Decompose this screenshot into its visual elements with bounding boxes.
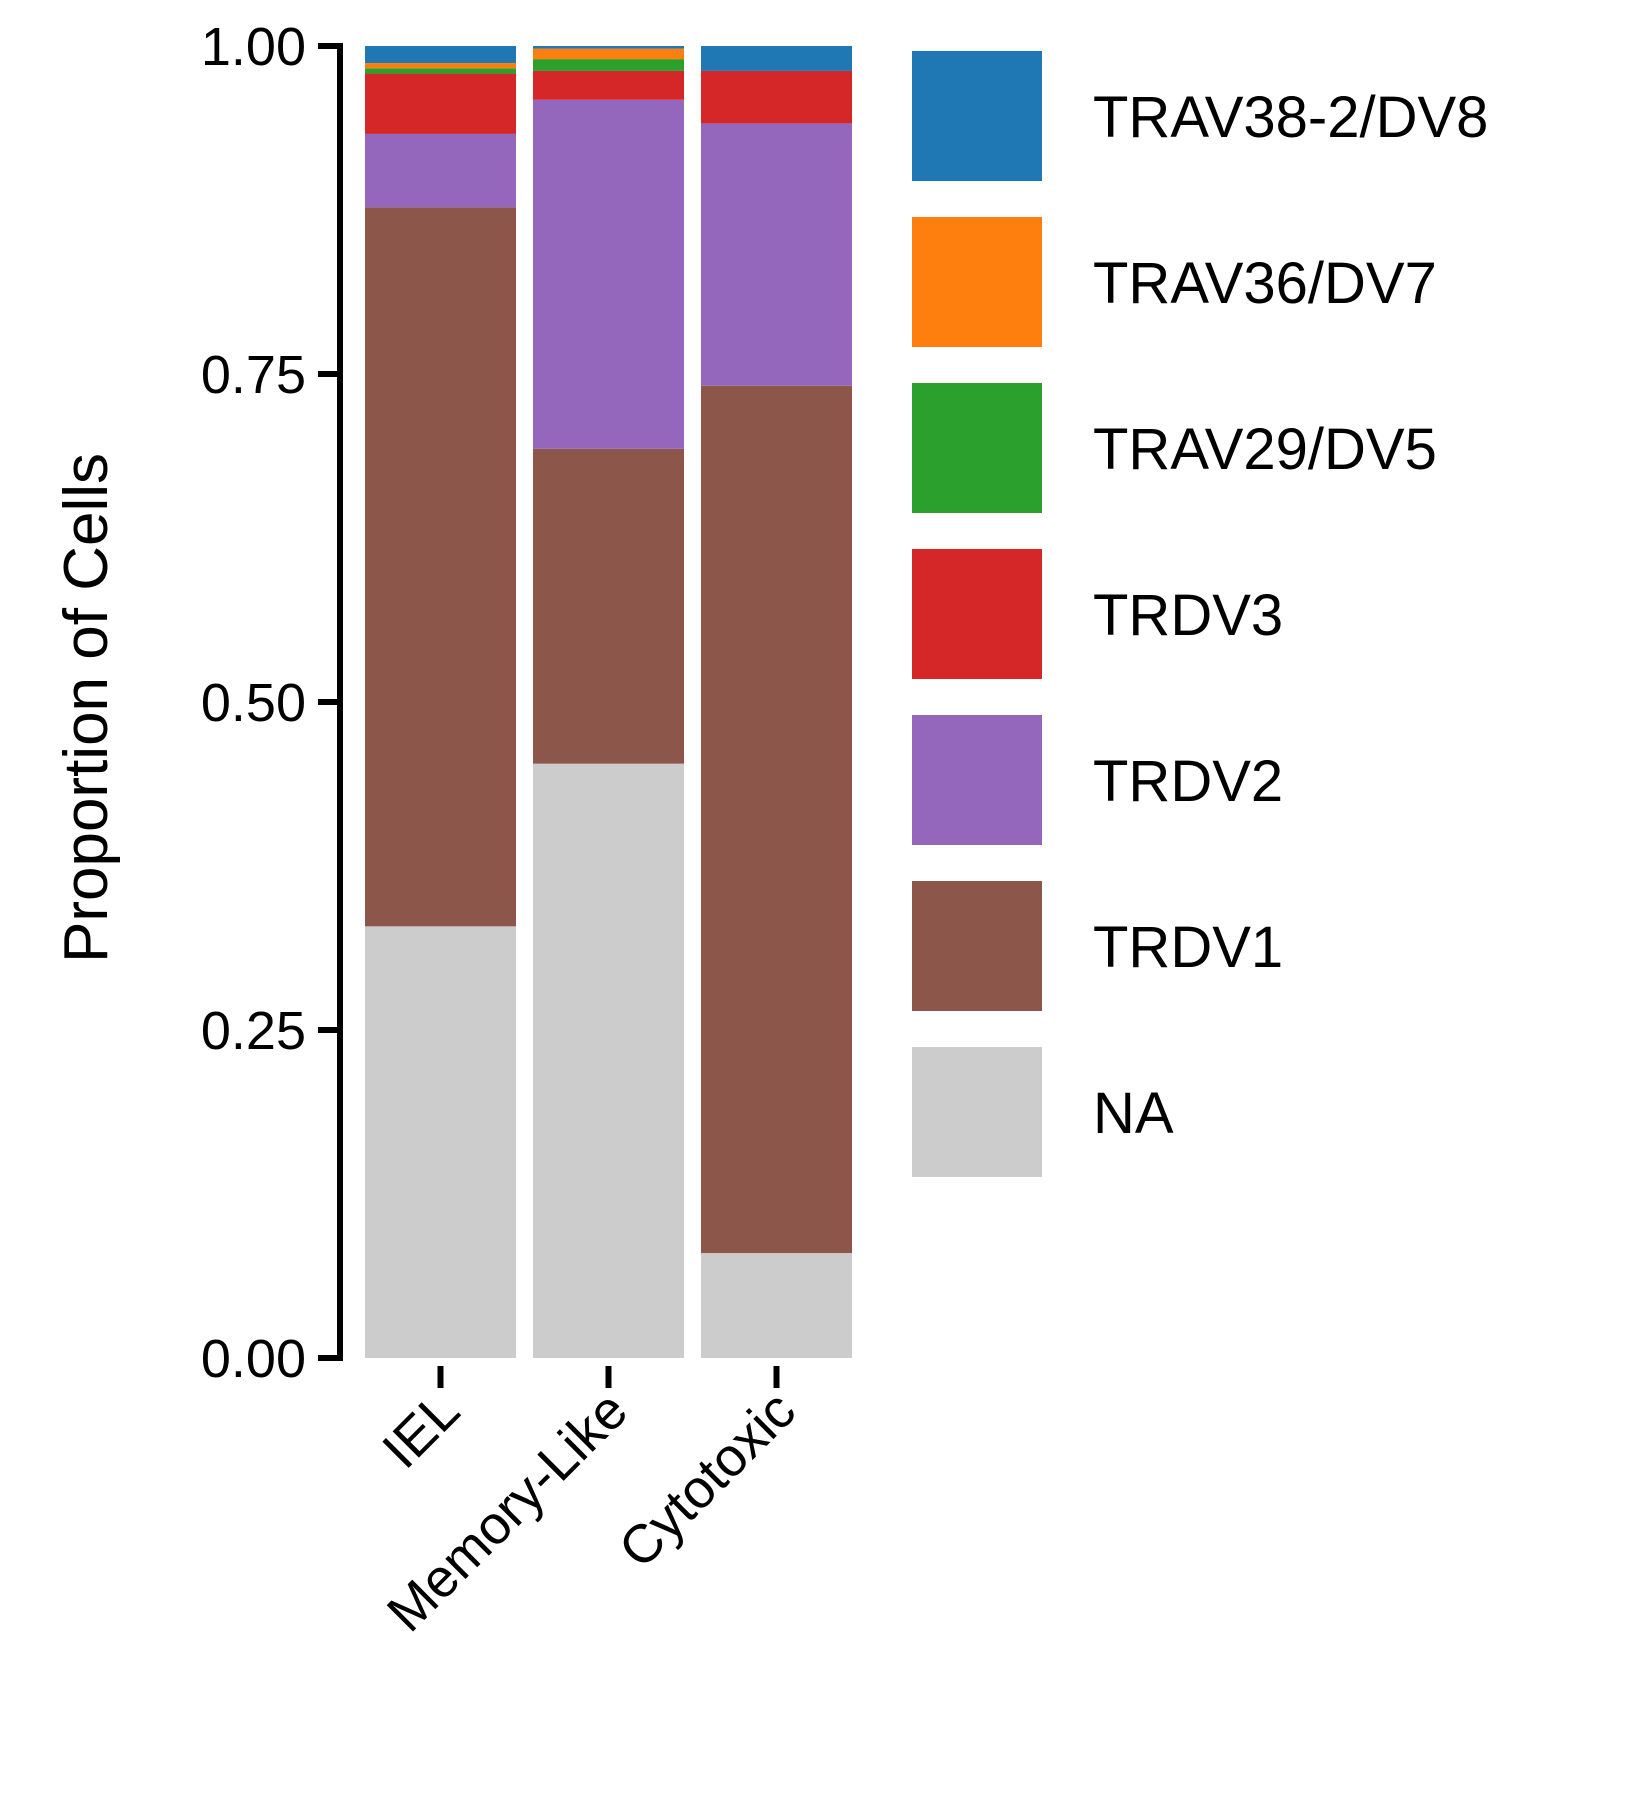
legend-swatch-trdv2 (912, 715, 1042, 845)
bar-iel-trav38-2-dv8 (365, 46, 516, 64)
bars-group (365, 46, 852, 1358)
y-tick-label-1-00: 1.00 (201, 17, 306, 77)
legend-swatch-trav36-dv7 (912, 217, 1042, 347)
legend-label-trav29-dv5: TRAV29/DV5 (1093, 417, 1437, 482)
legend-swatch-trav38-2-dv8 (912, 51, 1042, 181)
bar-iel-trdv2 (365, 133, 516, 208)
legend-swatch-na (912, 1047, 1042, 1177)
bar-cytotoxic-trdv2 (701, 123, 852, 386)
bar-memory-like-trdv1 (533, 448, 684, 764)
bar-memory-like-trav29-dv5 (533, 59, 684, 71)
bar-iel-trav36-dv7 (365, 63, 516, 69)
y-axis: 0.00 0.25 0.50 0.75 1.00 (201, 17, 343, 1389)
legend-label-trav38-2-dv8: TRAV38-2/DV8 (1093, 85, 1488, 150)
legend-label-trav36-dv7: TRAV36/DV7 (1093, 251, 1437, 316)
bar-cytotoxic-na (701, 1253, 852, 1358)
legend-swatch-trav29-dv5 (912, 383, 1042, 513)
legend: TRAV38-2/DV8 TRAV36/DV7 TRAV29/DV5 TRDV3 TRD… (912, 51, 1488, 1177)
legend-label-trdv3: TRDV3 (1093, 583, 1283, 648)
legend-label-trdv2: TRDV2 (1093, 749, 1283, 814)
bar-iel-trav29-dv5 (365, 68, 516, 74)
bar-cytotoxic-trav38-2-dv8 (701, 46, 852, 71)
bar-cytotoxic-trdv3 (701, 70, 852, 124)
x-tick-label-iel: IEL (371, 1380, 471, 1480)
legend-label-na: NA (1093, 1081, 1174, 1146)
bar-memory-like-trav36-dv7 (533, 48, 684, 60)
legend-swatch-trdv3 (912, 549, 1042, 679)
y-tick-label-0-25: 0.25 (201, 1001, 306, 1061)
x-tick-label-cytotoxic: Cytotoxic (608, 1380, 807, 1579)
bar-cytotoxic-trdv1 (701, 385, 852, 1254)
y-tick-label-0-50: 0.50 (201, 673, 306, 733)
y-axis-title: Proportion of Cells (52, 453, 121, 963)
legend-label-trdv1: TRDV1 (1093, 915, 1283, 980)
bar-memory-like-trdv3 (533, 70, 684, 100)
y-tick-label-0-00: 0.00 (201, 1329, 306, 1389)
legend-swatch-trdv1 (912, 881, 1042, 1011)
bar-iel-na (365, 926, 516, 1358)
y-tick-label-0-75: 0.75 (201, 345, 306, 405)
bar-iel-trdv1 (365, 207, 516, 927)
bar-memory-like-na (533, 763, 684, 1358)
bar-memory-like-trdv2 (533, 99, 684, 449)
bar-iel-trdv3 (365, 73, 516, 134)
bar-memory-like-trav38-2-dv8 (533, 46, 684, 49)
